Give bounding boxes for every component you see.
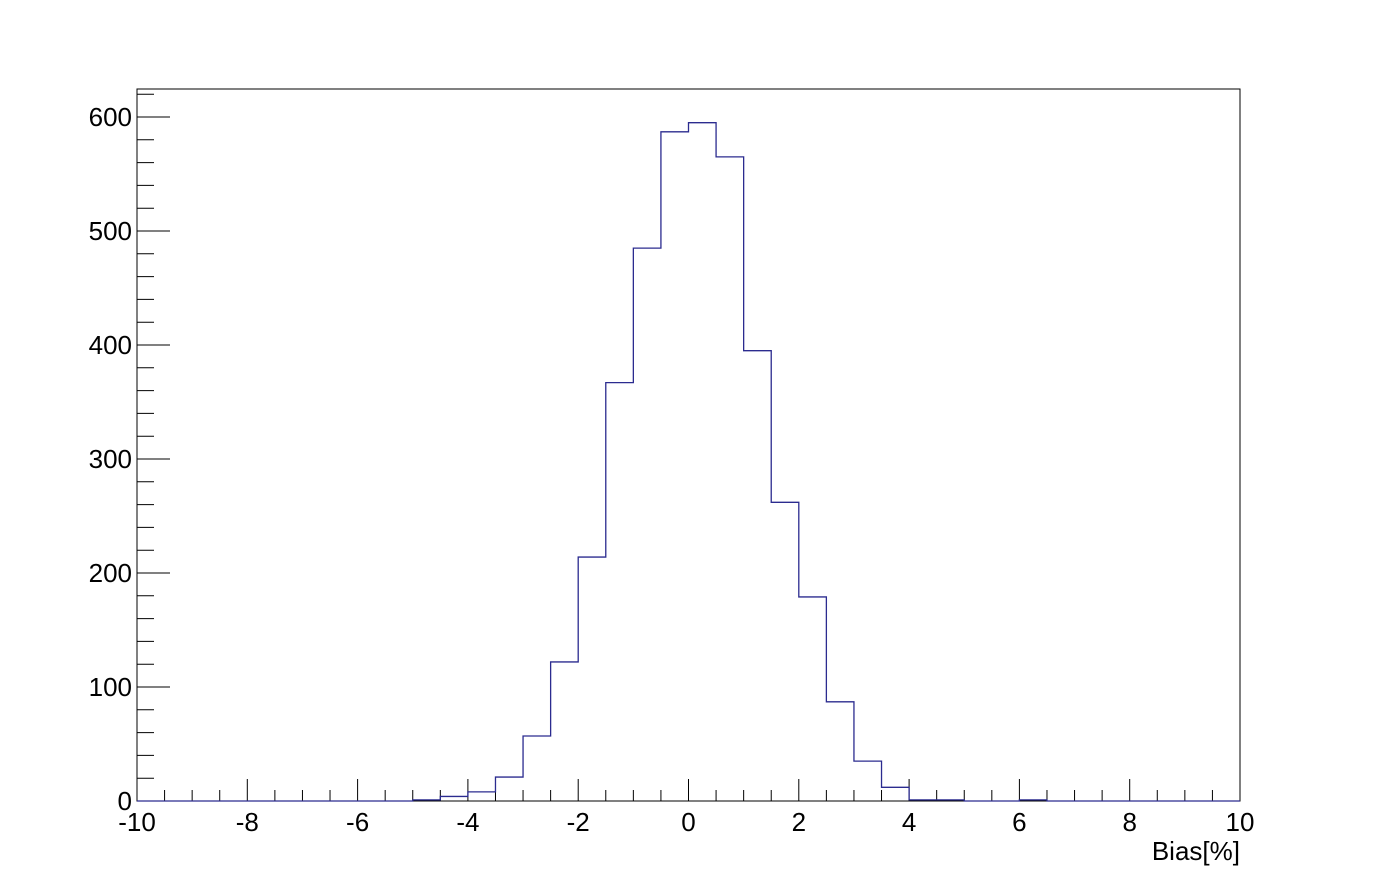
x-tick-label: 4 bbox=[902, 807, 916, 837]
histogram-bin bbox=[495, 777, 523, 801]
y-tick-label: 500 bbox=[89, 216, 132, 246]
histogram-bin bbox=[937, 800, 965, 801]
x-tick-label: -6 bbox=[346, 807, 369, 837]
y-tick-label: 600 bbox=[89, 102, 132, 132]
histogram-bin bbox=[578, 557, 606, 801]
histogram-bin bbox=[661, 132, 689, 801]
y-tick-label: 0 bbox=[118, 786, 132, 816]
histogram-bin bbox=[413, 800, 441, 801]
x-tick-label: -4 bbox=[456, 807, 479, 837]
x-tick-label: 6 bbox=[1012, 807, 1026, 837]
histogram-bin bbox=[523, 736, 551, 801]
y-tick-label: 400 bbox=[89, 330, 132, 360]
histogram-bin bbox=[854, 761, 882, 801]
histogram-bin bbox=[716, 157, 744, 801]
histogram-bin bbox=[633, 248, 661, 801]
histogram-bin bbox=[468, 792, 496, 801]
histogram-bin bbox=[440, 796, 468, 801]
histogram-bin bbox=[909, 800, 937, 801]
histogram-bin bbox=[799, 597, 827, 801]
x-tick-label: 0 bbox=[681, 807, 695, 837]
x-tick-label: 2 bbox=[792, 807, 806, 837]
histogram-bin bbox=[826, 702, 854, 801]
histogram-bin bbox=[1019, 800, 1047, 801]
histogram-bin bbox=[882, 787, 910, 801]
x-tick-label: 10 bbox=[1226, 807, 1255, 837]
histogram-bin bbox=[551, 662, 579, 801]
y-tick-label: 100 bbox=[89, 672, 132, 702]
histogram-bin bbox=[689, 123, 717, 801]
histogram-outline bbox=[137, 122, 1240, 802]
x-tick-label: -2 bbox=[567, 807, 590, 837]
x-tick-label: 8 bbox=[1122, 807, 1136, 837]
histogram-bin bbox=[744, 351, 772, 801]
y-tick-label: 300 bbox=[89, 444, 132, 474]
histogram-bin bbox=[606, 383, 634, 801]
x-axis-title: Bias[%] bbox=[1152, 836, 1240, 866]
y-tick-label: 200 bbox=[89, 558, 132, 588]
histogram-bin bbox=[771, 502, 799, 801]
x-tick-label: -10 bbox=[118, 807, 156, 837]
x-tick-label: -8 bbox=[236, 807, 259, 837]
histogram-series-layer bbox=[137, 122, 1240, 802]
